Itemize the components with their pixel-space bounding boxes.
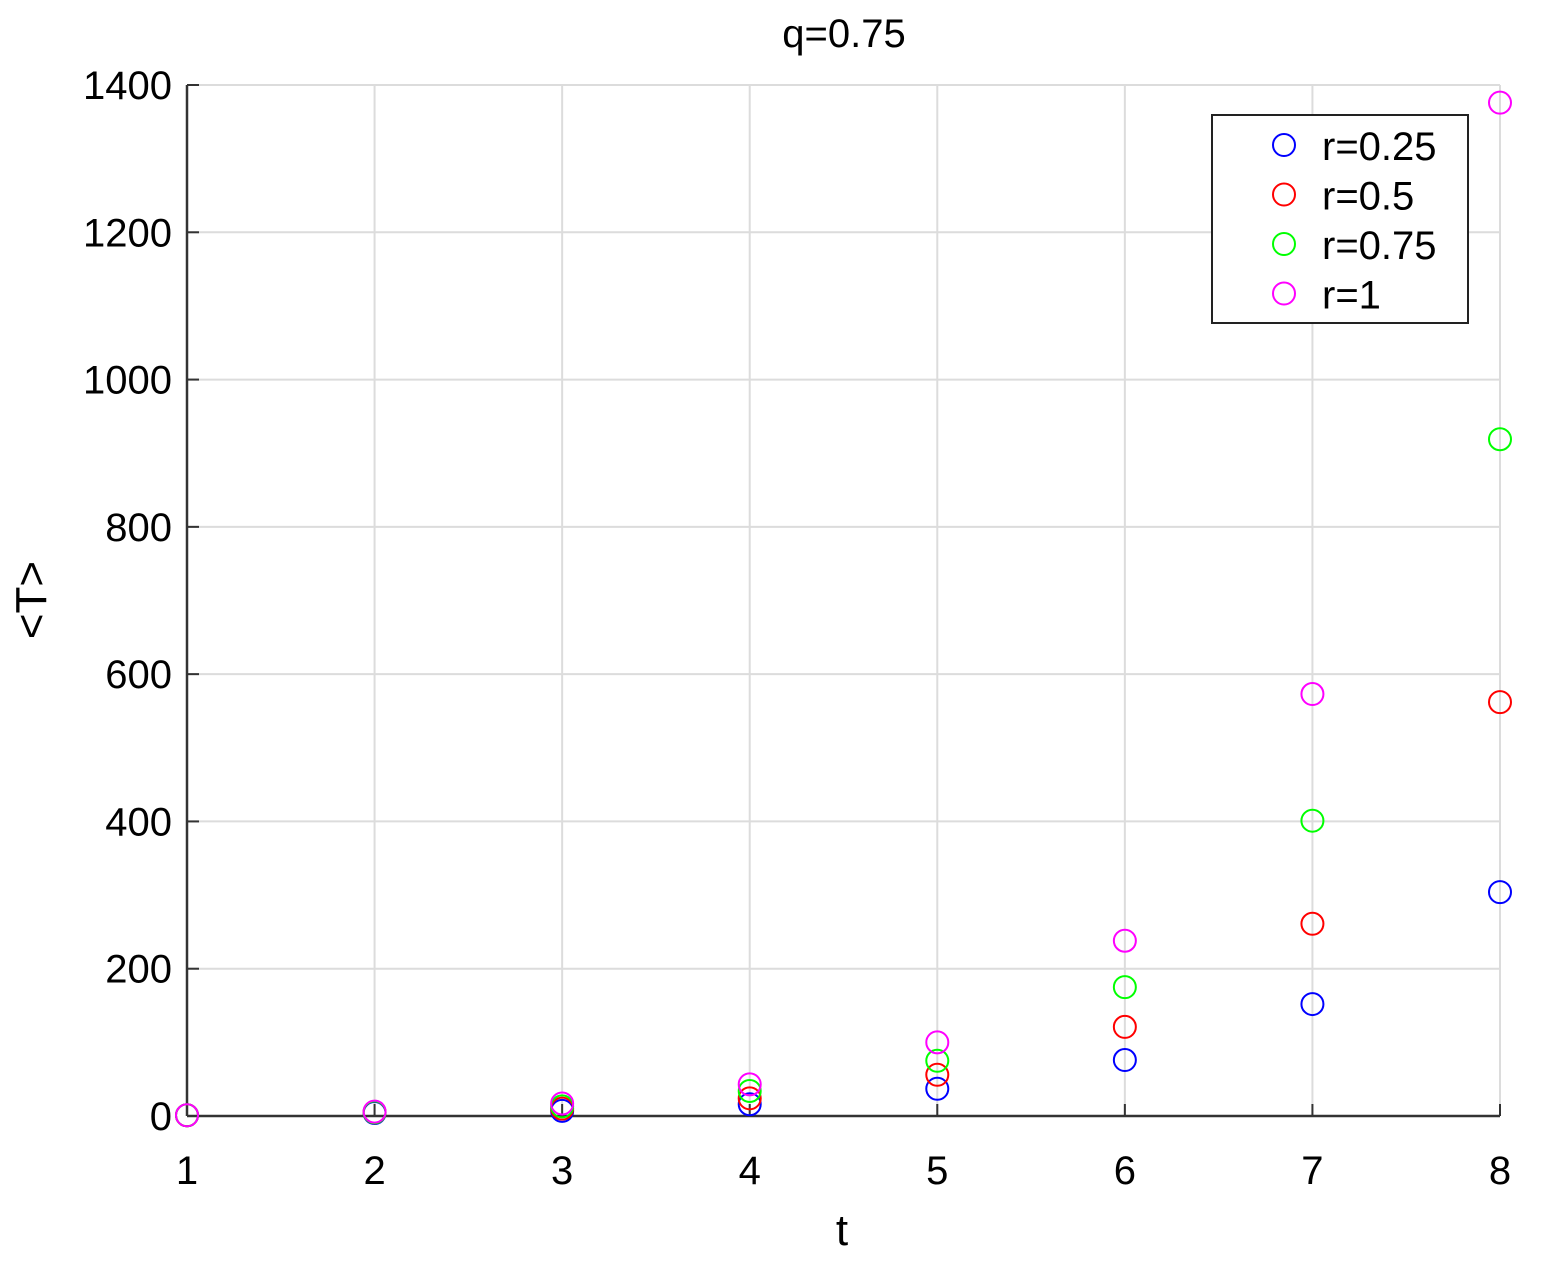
data-point-r-0-5 [1300,911,1325,936]
x-tick-label: 3 [551,1149,573,1193]
legend-label: r=1 [1322,274,1381,318]
data-point-r-0-5 [925,1062,950,1087]
y-tick-label: 1000 [83,359,172,403]
legend-label: r=0.5 [1322,175,1414,219]
tick-labels: 1 2 3 4 5 6 7 8 0 200 400 600 800 1000 1200 1400 [83,64,1511,1193]
data-point-r-0-75 [925,1048,950,1073]
y-tick-label: 200 [105,948,172,992]
data-point-r-0-5 [1112,1014,1137,1039]
data-point-r-0-75 [1300,808,1325,833]
data-points [175,90,1512,1128]
y-tick-label: 1400 [83,64,172,108]
x-axis-label: t [836,1206,848,1255]
x-tick-label: 6 [1114,1149,1136,1193]
y-axis-label: <T> [7,561,56,639]
data-point-r-0-25 [1300,992,1325,1017]
y-tick-label: 0 [150,1095,172,1139]
x-tick-label: 8 [1489,1149,1511,1193]
x-tick-label: 4 [739,1149,761,1193]
x-tick-label: 1 [176,1149,198,1193]
data-point-r-1 [1300,682,1325,707]
data-point-r-0-25 [1488,880,1512,905]
chart-title: q=0.75 [782,12,905,56]
data-point-r-1 [550,1091,575,1116]
y-tick-label: 600 [105,653,172,697]
legend-label: r=0.75 [1322,224,1437,268]
data-point-r-1 [925,1030,950,1055]
x-tick-label: 5 [926,1149,948,1193]
grid [186,84,1501,1117]
y-tick-label: 400 [105,800,172,844]
data-point-r-1 [1488,90,1512,115]
x-tick-label: 7 [1301,1149,1323,1193]
legend-marker [1272,133,1296,157]
data-point-r-0-75 [1112,975,1137,1000]
y-tick-label: 800 [105,506,172,550]
legend-marker [1272,232,1296,256]
legend: r=0.25 r=0.5 r=0.75 r=1 [1211,114,1469,324]
data-point-r-0-75 [1488,427,1512,452]
legend-label: r=0.25 [1322,125,1437,169]
data-point-r-1 [1112,928,1137,953]
data-point-r-0-5 [737,1086,762,1111]
legend-marker [1272,182,1296,207]
y-tick-label: 1200 [83,211,172,255]
data-point-r-0-25 [925,1076,950,1101]
legend-box [1211,114,1469,324]
data-point-r-0-75 [737,1078,762,1103]
data-point-r-0-5 [1488,690,1512,715]
legend-marker [1272,281,1296,306]
data-point-r-0-25 [737,1092,762,1117]
data-point-r-1 [175,1103,199,1128]
data-point-r-0-25 [1112,1048,1137,1073]
data-point-r-1 [737,1072,762,1097]
axes [185,84,1501,1118]
data-point-r-1 [362,1099,387,1124]
x-tick-label: 2 [363,1149,385,1193]
